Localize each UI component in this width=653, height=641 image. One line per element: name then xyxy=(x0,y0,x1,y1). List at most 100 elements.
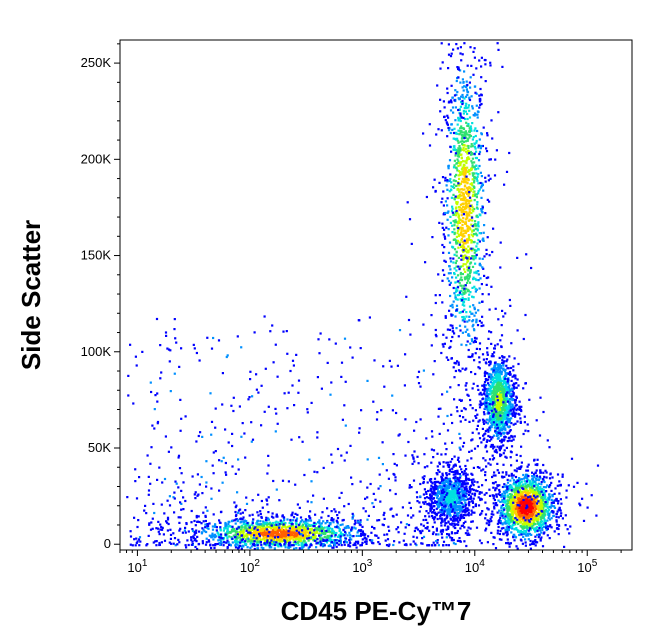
event-dot xyxy=(480,65,483,68)
event-dot xyxy=(517,530,521,533)
event-dot xyxy=(467,348,470,352)
event-dot xyxy=(551,495,554,498)
event-dot xyxy=(483,437,486,440)
event-dot xyxy=(462,217,465,220)
event-dot xyxy=(451,306,454,309)
event-dot xyxy=(265,522,268,525)
event-dot xyxy=(491,379,494,382)
event-dot xyxy=(523,495,526,498)
event-dot xyxy=(521,506,524,509)
event-dot xyxy=(511,477,514,480)
event-dot xyxy=(494,417,497,420)
event-dot xyxy=(500,475,504,478)
event-dot xyxy=(535,419,538,422)
event-dot xyxy=(451,205,454,208)
event-dot xyxy=(469,239,472,242)
event-dot xyxy=(457,234,460,238)
event-dot xyxy=(454,214,458,217)
event-dot xyxy=(526,477,529,480)
event-dot xyxy=(495,434,498,437)
event-dot xyxy=(507,541,510,544)
event-dot xyxy=(246,524,249,527)
event-dot xyxy=(464,196,467,199)
event-dot xyxy=(493,404,496,407)
event-dot xyxy=(539,469,542,472)
event-dot xyxy=(565,496,568,499)
event-dot xyxy=(475,67,478,70)
event-dot xyxy=(471,166,474,169)
event-dot xyxy=(461,166,464,169)
event-dot xyxy=(459,119,462,123)
event-dot xyxy=(540,480,543,484)
event-dot xyxy=(464,408,467,411)
event-dot xyxy=(585,482,588,485)
event-dot xyxy=(510,474,513,477)
event-dot xyxy=(491,353,494,356)
event-dot xyxy=(484,529,487,532)
event-dot xyxy=(525,517,528,520)
event-dot xyxy=(503,438,506,441)
event-dot xyxy=(474,134,477,138)
event-dot xyxy=(482,126,485,129)
event-dot xyxy=(194,545,197,549)
event-dot xyxy=(264,531,267,534)
event-dot xyxy=(501,400,504,403)
event-dot xyxy=(462,246,465,249)
event-dot xyxy=(478,94,481,97)
event-dot xyxy=(442,333,445,336)
event-dot xyxy=(440,351,443,355)
event-dot xyxy=(470,129,473,132)
event-dot xyxy=(471,194,475,198)
event-dot xyxy=(534,471,537,474)
event-dot xyxy=(524,496,527,499)
event-dot xyxy=(464,181,467,184)
event-dot xyxy=(457,155,460,158)
event-dot xyxy=(475,92,478,95)
event-dot xyxy=(486,236,489,239)
event-dot xyxy=(468,98,472,102)
event-dot xyxy=(476,129,479,133)
event-dot xyxy=(440,129,443,132)
event-dot xyxy=(345,526,348,529)
event-dot xyxy=(493,401,496,404)
event-dot xyxy=(499,432,502,435)
event-dot xyxy=(489,177,492,180)
event-dot xyxy=(468,168,471,172)
event-dot xyxy=(457,246,460,249)
event-dot xyxy=(533,459,536,462)
event-dot xyxy=(453,224,456,227)
event-dot xyxy=(512,410,515,413)
event-dot xyxy=(473,255,476,258)
event-dot xyxy=(464,284,467,287)
event-dot xyxy=(475,206,479,209)
event-dot xyxy=(507,514,510,517)
event-dot xyxy=(428,144,432,147)
event-dot xyxy=(454,262,457,265)
event-dot xyxy=(326,530,329,533)
event-dot xyxy=(457,147,460,150)
event-dot xyxy=(465,275,468,278)
event-dot xyxy=(476,116,479,119)
event-dot xyxy=(214,533,217,536)
event-dot xyxy=(487,384,491,387)
event-dot xyxy=(590,494,593,497)
event-dot xyxy=(471,431,474,434)
event-dot xyxy=(548,485,551,488)
event-dot xyxy=(479,144,482,147)
event-dot xyxy=(444,119,447,122)
event-dot xyxy=(467,333,470,336)
event-dot xyxy=(483,371,486,375)
event-dot xyxy=(446,188,449,191)
event-dot xyxy=(488,520,491,523)
event-dot xyxy=(476,203,479,206)
event-dot xyxy=(549,484,552,487)
event-dot xyxy=(464,222,467,225)
event-dot xyxy=(443,106,446,109)
event-dot xyxy=(559,498,562,501)
event-dot xyxy=(330,517,333,520)
event-dot xyxy=(464,241,467,244)
event-dot xyxy=(312,538,315,542)
event-dot xyxy=(452,213,455,216)
event-dot xyxy=(556,484,559,487)
event-dot xyxy=(498,532,501,536)
